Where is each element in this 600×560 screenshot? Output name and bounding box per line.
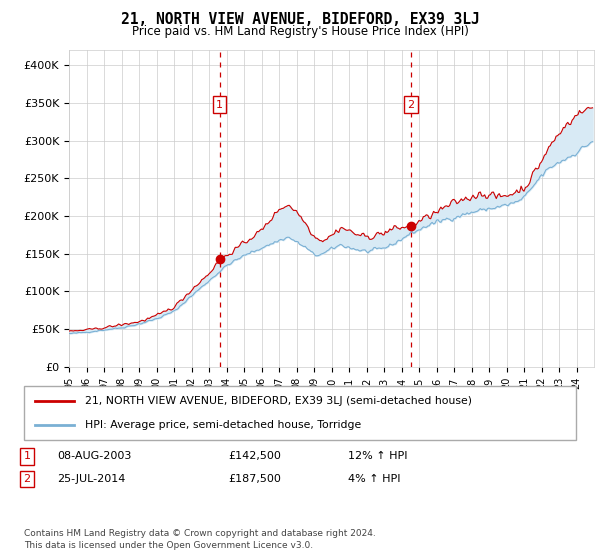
Text: 1: 1	[23, 451, 31, 461]
Text: £142,500: £142,500	[228, 451, 281, 461]
Text: 12% ↑ HPI: 12% ↑ HPI	[348, 451, 407, 461]
Text: 1: 1	[216, 100, 223, 110]
Text: 21, NORTH VIEW AVENUE, BIDEFORD, EX39 3LJ (semi-detached house): 21, NORTH VIEW AVENUE, BIDEFORD, EX39 3L…	[85, 396, 472, 407]
Text: 25-JUL-2014: 25-JUL-2014	[57, 474, 125, 484]
Text: 4% ↑ HPI: 4% ↑ HPI	[348, 474, 401, 484]
Text: 21, NORTH VIEW AVENUE, BIDEFORD, EX39 3LJ: 21, NORTH VIEW AVENUE, BIDEFORD, EX39 3L…	[121, 12, 479, 27]
Text: 2: 2	[23, 474, 31, 484]
Text: 2: 2	[407, 100, 415, 110]
FancyBboxPatch shape	[24, 386, 576, 440]
Text: Contains HM Land Registry data © Crown copyright and database right 2024.
This d: Contains HM Land Registry data © Crown c…	[24, 529, 376, 550]
Text: Price paid vs. HM Land Registry's House Price Index (HPI): Price paid vs. HM Land Registry's House …	[131, 25, 469, 38]
Text: HPI: Average price, semi-detached house, Torridge: HPI: Average price, semi-detached house,…	[85, 419, 361, 430]
Text: £187,500: £187,500	[228, 474, 281, 484]
Text: 08-AUG-2003: 08-AUG-2003	[57, 451, 131, 461]
